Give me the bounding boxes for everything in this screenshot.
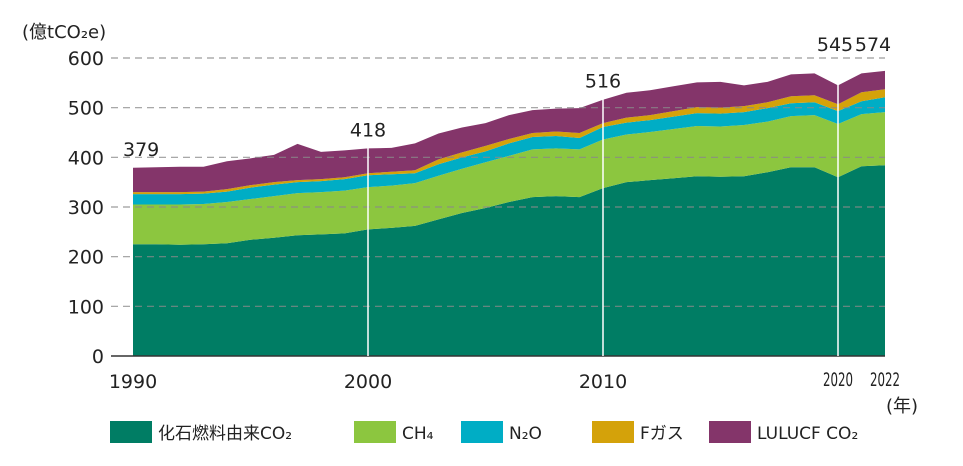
- total-annotation: 545: [817, 34, 853, 56]
- legend-label: LULUCF CO₂: [757, 424, 858, 444]
- legend-item: 化石燃料由来CO₂: [110, 421, 292, 444]
- legend-swatch: [354, 421, 396, 443]
- x-tick-label: 2020: [823, 369, 853, 391]
- total-annotation: 379: [123, 139, 159, 161]
- y-tick-label: 0: [92, 346, 104, 368]
- x-tick-label: 2022: [870, 369, 900, 391]
- x-tick-label: 1990: [109, 371, 157, 393]
- legend-item: Fガス: [592, 421, 684, 444]
- legend-label: N₂O: [509, 424, 542, 444]
- legend: 化石燃料由来CO₂ CH₄ N₂O Fガス LULUCF CO₂: [110, 421, 858, 444]
- y-tick-label: 500: [68, 98, 104, 120]
- legend-label: 化石燃料由来CO₂: [158, 424, 292, 444]
- year-marker-lines: [367, 83, 839, 356]
- legend-swatch: [592, 421, 634, 443]
- legend-item: CH₄: [354, 421, 434, 444]
- legend-label: Fガス: [640, 424, 684, 444]
- legend-swatch: [110, 421, 152, 443]
- legend-swatch: [709, 421, 751, 443]
- y-tick-label: 400: [68, 147, 104, 169]
- x-tick-label: 2010: [579, 371, 627, 393]
- total-annotations: 379 418 516 545 574: [123, 34, 891, 161]
- area-series-3: [133, 89, 885, 195]
- y-tick-labels: 0 100 200 300 400 500 600: [68, 48, 104, 368]
- x-tick-label: 2000: [344, 371, 392, 393]
- area-series-4: [133, 70, 885, 193]
- legend-item: LULUCF CO₂: [709, 421, 858, 444]
- area-series-1: [133, 112, 885, 245]
- legend-swatch: [461, 421, 503, 443]
- x-axis-unit-label: (年): [886, 396, 918, 417]
- x-tick-labels: 1990 2000 2010 2020 2022: [109, 369, 900, 393]
- total-annotation: 516: [585, 71, 621, 93]
- y-tick-label: 600: [68, 48, 104, 70]
- area-series-0: [133, 165, 885, 356]
- area-layers: [133, 70, 885, 356]
- legend-item: N₂O: [461, 421, 542, 444]
- total-annotation: 418: [350, 119, 386, 141]
- total-annotation: 574: [855, 34, 891, 56]
- gridlines-overlay: [111, 57, 885, 357]
- legend-label: CH₄: [402, 424, 434, 444]
- y-axis-unit-label: (億tCO₂e): [22, 22, 106, 43]
- y-tick-label: 200: [68, 247, 104, 269]
- y-tick-label: 300: [68, 197, 104, 219]
- y-tick-label: 100: [68, 296, 104, 318]
- area-series-2: [133, 97, 885, 205]
